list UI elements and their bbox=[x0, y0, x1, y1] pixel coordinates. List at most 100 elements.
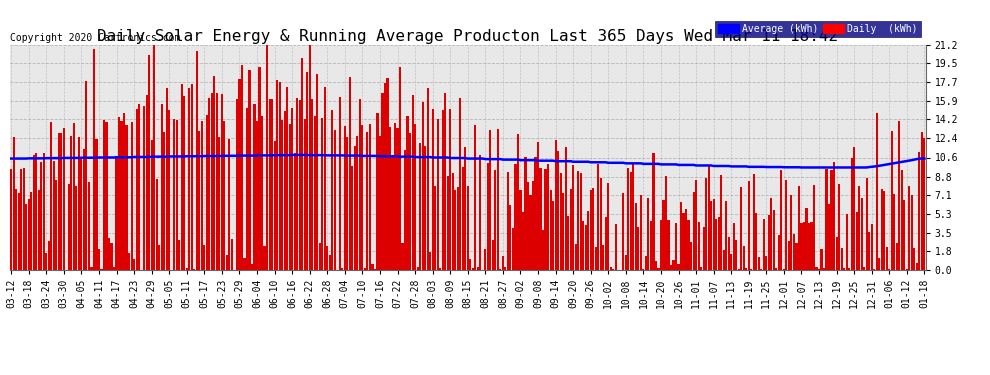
Bar bbox=[785, 180, 787, 270]
Bar bbox=[271, 99, 273, 270]
Bar bbox=[720, 175, 723, 270]
Bar bbox=[88, 182, 90, 270]
Bar bbox=[138, 104, 141, 270]
Bar bbox=[419, 143, 421, 270]
Bar bbox=[487, 163, 489, 270]
Bar bbox=[564, 147, 566, 270]
Bar bbox=[103, 120, 105, 270]
Bar bbox=[572, 165, 574, 270]
Bar bbox=[62, 128, 65, 270]
Bar bbox=[741, 186, 742, 270]
Bar bbox=[417, 267, 419, 270]
Bar bbox=[105, 122, 108, 270]
Bar bbox=[67, 184, 70, 270]
Bar bbox=[396, 128, 399, 270]
Bar bbox=[33, 155, 35, 270]
Bar bbox=[43, 153, 45, 270]
Bar bbox=[412, 95, 414, 270]
Bar bbox=[883, 191, 885, 270]
Bar bbox=[301, 58, 303, 270]
Bar bbox=[540, 168, 542, 270]
Bar bbox=[858, 186, 860, 270]
Text: Copyright 2020 Cartronics.com: Copyright 2020 Cartronics.com bbox=[10, 33, 180, 43]
Bar bbox=[818, 269, 820, 270]
Bar bbox=[108, 238, 110, 270]
Bar bbox=[324, 87, 326, 270]
Bar bbox=[860, 198, 862, 270]
Bar bbox=[446, 176, 448, 270]
Bar bbox=[321, 118, 324, 270]
Bar bbox=[607, 183, 609, 270]
Bar bbox=[841, 248, 842, 270]
Bar bbox=[633, 164, 635, 270]
Bar bbox=[863, 267, 865, 270]
Bar bbox=[93, 49, 95, 270]
Bar bbox=[153, 45, 155, 270]
Bar bbox=[502, 256, 504, 270]
Bar bbox=[628, 168, 630, 270]
Bar bbox=[530, 195, 532, 270]
Bar bbox=[919, 152, 921, 270]
Bar bbox=[399, 67, 401, 270]
Bar bbox=[520, 190, 522, 270]
Bar bbox=[70, 136, 72, 270]
Bar bbox=[224, 121, 226, 270]
Bar bbox=[404, 150, 406, 270]
Bar bbox=[244, 258, 246, 270]
Bar bbox=[855, 212, 857, 270]
Bar bbox=[193, 269, 195, 270]
Bar bbox=[381, 93, 383, 270]
Bar bbox=[836, 237, 838, 270]
Bar bbox=[705, 178, 707, 270]
Bar bbox=[670, 265, 672, 270]
Bar bbox=[672, 260, 674, 270]
Bar bbox=[845, 214, 847, 270]
Bar bbox=[451, 173, 453, 270]
Bar bbox=[695, 180, 697, 270]
Bar bbox=[893, 194, 895, 270]
Bar bbox=[191, 84, 193, 270]
Bar bbox=[80, 157, 82, 270]
Bar bbox=[168, 110, 170, 270]
Bar bbox=[795, 243, 798, 270]
Bar bbox=[527, 183, 529, 270]
Bar bbox=[544, 169, 546, 270]
Bar bbox=[211, 93, 213, 270]
Bar bbox=[768, 214, 770, 270]
Bar bbox=[23, 168, 25, 270]
Bar bbox=[78, 138, 80, 270]
Bar bbox=[201, 122, 203, 270]
Bar bbox=[816, 267, 818, 270]
Bar bbox=[898, 121, 900, 270]
Bar bbox=[52, 161, 54, 270]
Bar bbox=[479, 155, 481, 270]
Bar bbox=[456, 187, 458, 270]
Bar bbox=[361, 124, 363, 270]
Bar bbox=[440, 268, 442, 270]
Bar bbox=[196, 51, 198, 270]
Bar bbox=[615, 225, 617, 270]
Bar bbox=[231, 238, 233, 270]
Bar bbox=[484, 249, 486, 270]
Bar bbox=[213, 75, 216, 270]
Bar bbox=[911, 195, 913, 270]
Bar bbox=[808, 223, 810, 270]
Bar bbox=[660, 220, 662, 270]
Bar bbox=[643, 269, 644, 270]
Bar bbox=[667, 220, 669, 270]
Bar bbox=[881, 189, 883, 270]
Bar bbox=[605, 217, 607, 270]
Bar bbox=[567, 216, 569, 270]
Bar bbox=[358, 99, 361, 270]
Bar bbox=[738, 269, 740, 270]
Bar bbox=[585, 225, 587, 270]
Bar bbox=[625, 255, 627, 270]
Bar bbox=[188, 88, 190, 270]
Bar bbox=[474, 125, 476, 270]
Bar bbox=[497, 129, 499, 270]
Bar bbox=[314, 116, 316, 270]
Bar bbox=[236, 99, 238, 270]
Bar bbox=[126, 125, 128, 270]
Bar bbox=[332, 110, 334, 270]
Bar bbox=[389, 127, 391, 270]
